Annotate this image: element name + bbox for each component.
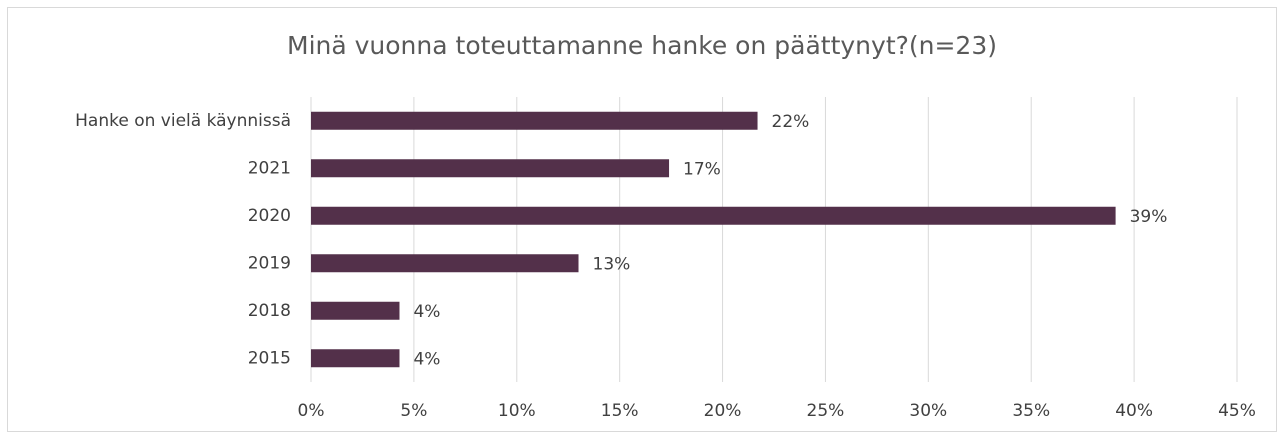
bar <box>311 206 1116 225</box>
x-tick-label: 30% <box>909 401 947 421</box>
x-tick-label: 45% <box>1218 401 1256 421</box>
x-tick-label: 25% <box>807 401 845 421</box>
x-tick-label: 15% <box>601 401 639 421</box>
y-tick-label: 2015 <box>248 348 291 368</box>
x-tick-label: 10% <box>498 401 536 421</box>
y-tick-label: 2018 <box>248 301 291 321</box>
y-tick-label: 2019 <box>248 253 291 273</box>
data-label: 17% <box>683 159 721 179</box>
data-label: 22% <box>772 112 810 132</box>
bar <box>311 254 579 273</box>
x-tick-label: 40% <box>1115 401 1153 421</box>
y-tick-label: 2020 <box>248 206 291 226</box>
bar <box>311 349 400 368</box>
data-label: 13% <box>593 254 631 274</box>
bar <box>311 111 758 130</box>
x-tick-label: 5% <box>400 401 427 421</box>
data-label: 4% <box>413 349 440 369</box>
x-tick-label: 0% <box>298 401 325 421</box>
data-label: 39% <box>1130 207 1168 227</box>
x-tick-label: 35% <box>1012 401 1050 421</box>
chart-title: Minä vuonna toteuttamanne hanke on päätt… <box>287 31 997 60</box>
bar <box>311 159 670 178</box>
y-tick-label: Hanke on vielä käynnissä <box>75 111 291 131</box>
y-tick-label: 2021 <box>248 158 291 178</box>
x-tick-label: 20% <box>704 401 742 421</box>
bar <box>311 301 400 320</box>
data-label: 4% <box>413 302 440 322</box>
